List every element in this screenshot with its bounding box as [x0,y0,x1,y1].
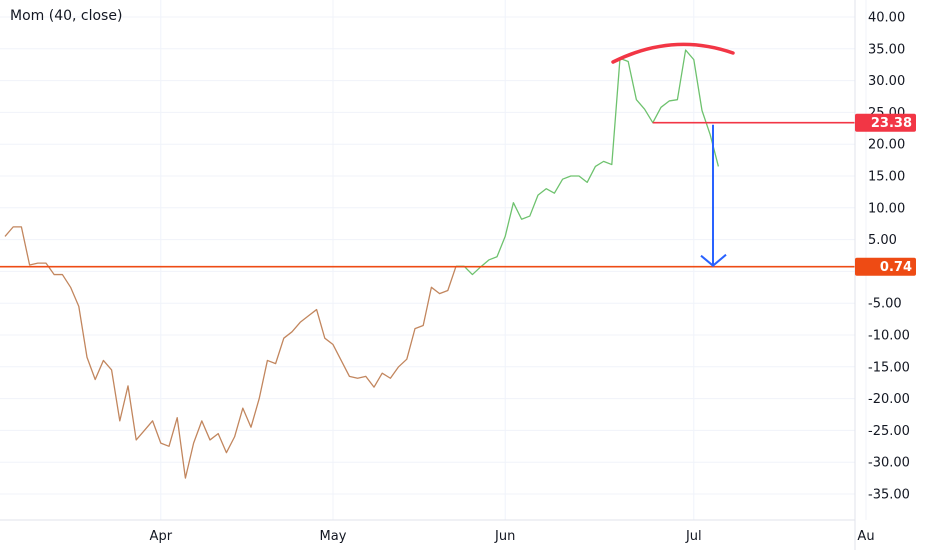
price-axis-tick-label: -25.00 [868,424,910,439]
price-axis-tick-label: -10.00 [868,329,910,344]
price-axis-tick-label: -15.00 [868,360,910,375]
price-badge [855,113,916,132]
price-badge-label: 0.74 [880,260,912,275]
price-badge [855,257,916,276]
price-axis-tick-label: 5.00 [868,233,897,248]
indicator-title[interactable]: Mom (40, close) [10,8,123,24]
time-axis-tick-label: Apr [150,529,173,544]
price-axis-tick-label: 15.00 [868,170,905,185]
peak-arc-drawing[interactable] [611,42,735,64]
time-axis[interactable]: Apr May Jun Jul Au [0,519,875,544]
price-axis[interactable]: 40.0035.0030.0025.0020.0015.0010.005.00-… [854,0,910,550]
price-axis-tick-label: -5.00 [868,297,902,312]
time-axis-tick-label: May [320,529,347,544]
price-axis-tick-label: 35.00 [868,42,905,57]
price-axis-tick-label: -35.00 [868,488,910,503]
price-axis-tick-label: 10.00 [868,201,905,216]
drawing-annotations[interactable] [611,42,735,267]
momentum-line-negative [4,226,457,479]
time-axis-tick-label: Jun [494,529,515,544]
price-axis-tick-label: 40.00 [868,11,905,26]
price-axis-tick-label: -30.00 [868,456,910,471]
price-badge-label: 23.38 [871,116,912,131]
price-axis-tick-label: -20.00 [868,392,910,407]
momentum-series [4,49,720,479]
chart-grid [0,0,867,520]
momentum-line-positive [456,49,720,276]
time-axis-tick-label: Jul [685,529,702,544]
time-axis-tick-label: Au [857,529,874,544]
down-arrow-head[interactable] [700,253,727,267]
horizontal-lines[interactable] [0,121,855,268]
price-axis-tick-label: 30.00 [868,74,905,89]
price-badges: 23.38 0.74 [855,113,916,276]
price-axis-tick-label: 20.00 [868,138,905,153]
